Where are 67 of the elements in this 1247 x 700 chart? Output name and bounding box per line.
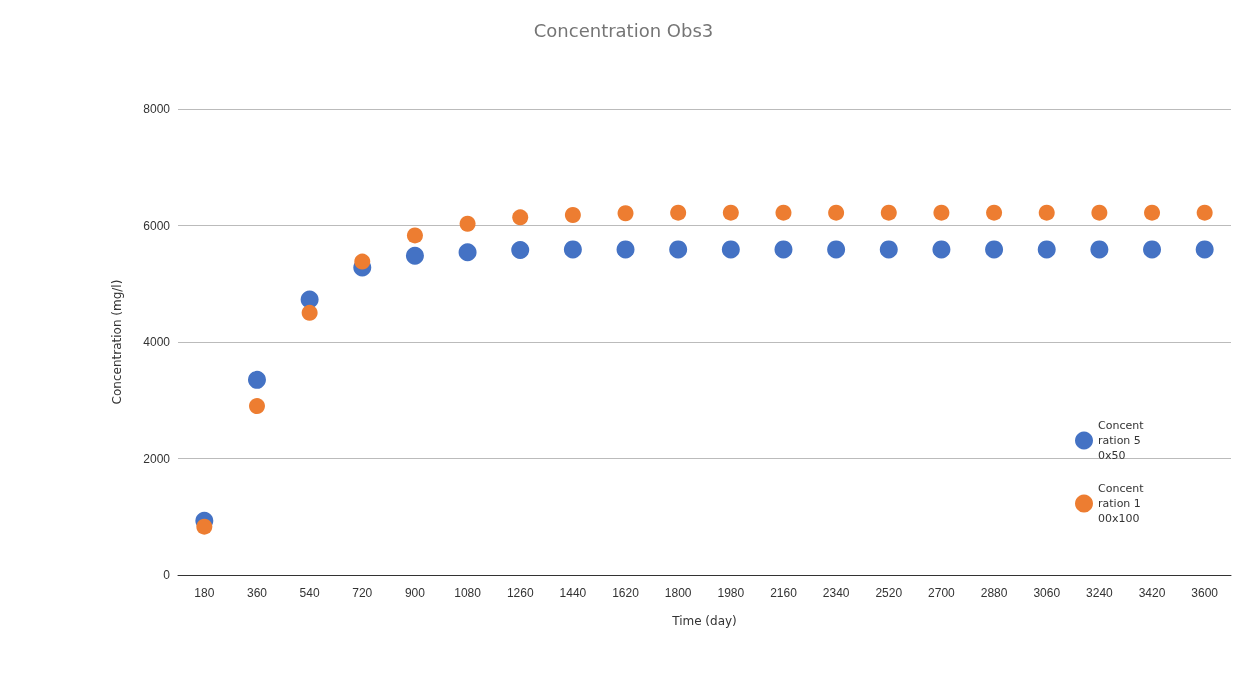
- x-tick-label: 3060: [1033, 586, 1061, 600]
- point: [1090, 240, 1109, 259]
- point: [880, 204, 897, 221]
- point: [406, 227, 423, 244]
- point: [986, 204, 1003, 221]
- point: [985, 240, 1004, 259]
- point: [774, 240, 793, 259]
- point: [459, 215, 476, 232]
- point: [721, 240, 740, 259]
- point: [564, 207, 581, 224]
- y-tick-label: 6000: [143, 218, 171, 233]
- point: [1196, 204, 1213, 221]
- y-axis-title: Concentration (mg/l): [110, 279, 124, 405]
- point: [722, 204, 739, 221]
- x-tick-label: 180: [194, 586, 215, 600]
- y-tick-label: 2000: [143, 451, 171, 466]
- y-tick-label: 4000: [143, 335, 171, 349]
- point: [354, 253, 371, 270]
- point: [405, 246, 424, 265]
- point: [247, 370, 266, 389]
- point: [933, 204, 950, 221]
- x-tick-label: 540: [299, 586, 320, 600]
- point: [301, 304, 318, 321]
- point: [932, 240, 951, 259]
- x-tick-label: 2880: [980, 586, 1008, 600]
- point: [617, 205, 634, 222]
- x-tick-label: 900: [404, 586, 426, 600]
- x-axis-title: Time (day): [671, 614, 737, 628]
- x-tick-label: 1800: [664, 586, 692, 600]
- x-tick-label: 1260: [506, 586, 534, 600]
- point: [616, 240, 635, 259]
- point: [1143, 240, 1162, 259]
- x-tick-label: 720: [352, 586, 373, 600]
- point: [512, 209, 529, 226]
- legend-label: Concentration 100x100: [1098, 482, 1145, 525]
- point: [828, 204, 845, 221]
- x-tick-label: 3240: [1086, 586, 1114, 600]
- point: [458, 243, 477, 262]
- point: [670, 204, 687, 221]
- point: [248, 398, 265, 415]
- point: [827, 240, 846, 259]
- point: [879, 240, 898, 259]
- x-tick-label: 360: [246, 586, 268, 600]
- point: [563, 240, 582, 259]
- x-tick-label: 2700: [928, 586, 956, 600]
- y-tick-label: 0: [163, 568, 171, 582]
- point: [511, 240, 530, 259]
- x-tick-label: 2340: [822, 586, 850, 600]
- x-tick-label: 1980: [717, 586, 745, 600]
- point: [669, 240, 688, 259]
- x-tick-label: 2160: [770, 586, 798, 600]
- x-tick-label: 2520: [875, 586, 903, 600]
- legend-label: Concentration 50x50: [1098, 419, 1145, 462]
- point: [1195, 240, 1214, 259]
- point: [1038, 204, 1055, 221]
- x-tick-label: 3420: [1138, 586, 1166, 600]
- point: [1144, 204, 1161, 221]
- x-tick-label: 1080: [454, 586, 482, 600]
- y-tick-label: 8000: [143, 102, 171, 116]
- point: [1091, 204, 1108, 221]
- point: [775, 204, 792, 221]
- chart-title: Concentration Obs3: [533, 19, 714, 41]
- x-tick-label: 3600: [1191, 586, 1219, 600]
- x-tick-label: 1440: [559, 586, 587, 600]
- point: [196, 518, 213, 535]
- x-tick-label: 1620: [612, 586, 640, 600]
- point: [1037, 240, 1056, 259]
